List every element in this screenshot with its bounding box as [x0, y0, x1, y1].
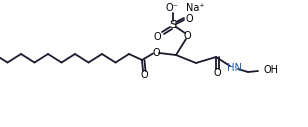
Text: HN: HN — [226, 63, 241, 73]
Text: O: O — [153, 32, 161, 42]
Text: OH: OH — [264, 65, 279, 75]
Text: O: O — [152, 48, 160, 58]
Text: O: O — [140, 70, 148, 80]
Text: O⁻: O⁻ — [166, 3, 178, 13]
Text: O: O — [213, 68, 221, 78]
Text: Na⁺: Na⁺ — [186, 3, 204, 13]
Text: S: S — [169, 20, 176, 30]
Text: O: O — [183, 31, 191, 41]
Text: O: O — [185, 14, 193, 24]
